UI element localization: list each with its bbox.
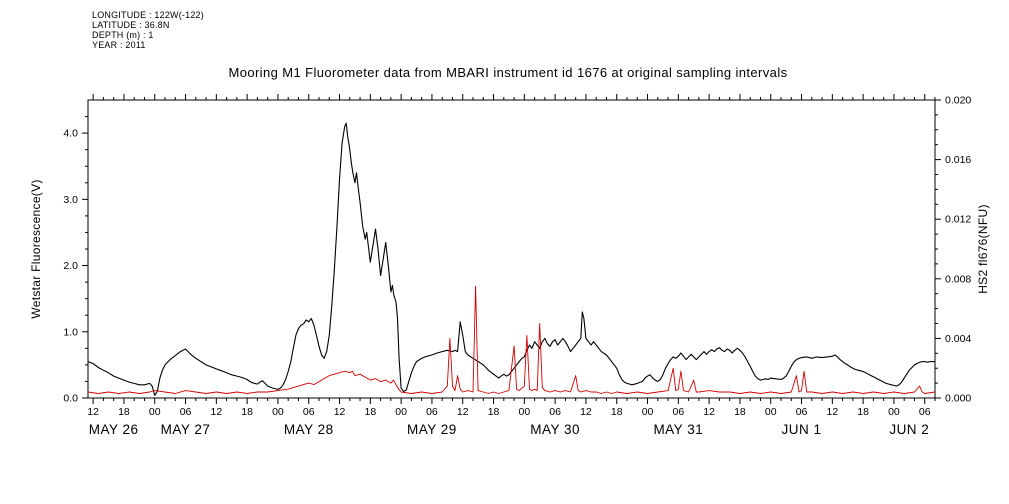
x-tick-label: 00 bbox=[149, 406, 161, 418]
x-date-label: MAY 30 bbox=[530, 422, 580, 437]
x-date-label: MAY 26 bbox=[89, 422, 139, 437]
x-date-label: JUN 2 bbox=[889, 422, 929, 437]
right-tick-label: 0.008 bbox=[945, 273, 971, 285]
x-tick-label: 06 bbox=[426, 406, 438, 418]
meta-latitude: LATITUDE : 36.8N bbox=[92, 20, 170, 30]
x-tick-label: 06 bbox=[303, 406, 315, 418]
x-tick-label: 00 bbox=[518, 406, 530, 418]
x-tick-label: 18 bbox=[118, 406, 130, 418]
x-tick-label: 12 bbox=[334, 406, 346, 418]
left-tick-label: 1.0 bbox=[63, 326, 78, 338]
x-tick-label: 12 bbox=[703, 406, 715, 418]
meta-depth: DEPTH (m) : 1 bbox=[92, 30, 154, 40]
x-tick-label: 12 bbox=[457, 406, 469, 418]
x-tick-label: 18 bbox=[857, 406, 869, 418]
x-date-label: MAY 28 bbox=[284, 422, 334, 437]
left-axis-title: Wetstar Fluorescence(V) bbox=[29, 179, 43, 318]
x-tick-label: 06 bbox=[919, 406, 931, 418]
x-tick-label: 00 bbox=[642, 406, 654, 418]
right-axis-title: HS2 fl676(NFU) bbox=[976, 204, 990, 294]
right-tick-label: 0.016 bbox=[945, 154, 971, 166]
x-tick-label: 00 bbox=[395, 406, 407, 418]
right-tick-label: 0.000 bbox=[945, 393, 971, 405]
plot-area: 12 18 00 06 12 18 00 06 12 18 00 06 12 18 00 06 12 18 00 06… bbox=[63, 94, 971, 437]
left-tick-label: 4.0 bbox=[63, 128, 78, 140]
x-tick-label: 00 bbox=[888, 406, 900, 418]
meta-year: YEAR : 2011 bbox=[92, 40, 146, 50]
left-tick-label: 3.0 bbox=[63, 194, 78, 206]
x-tick-label: 00 bbox=[272, 406, 284, 418]
x-tick-label: 00 bbox=[765, 406, 777, 418]
x-tick-label: 12 bbox=[87, 406, 99, 418]
x-tick-label: 12 bbox=[210, 406, 222, 418]
x-tick-label: 18 bbox=[241, 406, 253, 418]
right-tick-label: 0.020 bbox=[945, 95, 971, 107]
x-tick-label: 12 bbox=[826, 406, 838, 418]
plot-frame bbox=[87, 99, 936, 399]
right-tick-label: 0.012 bbox=[945, 214, 971, 226]
x-date-label: MAY 27 bbox=[161, 422, 211, 437]
meta-longitude: LONGITUDE : 122W(-122) bbox=[92, 10, 204, 20]
x-date-label: MAY 29 bbox=[407, 422, 457, 437]
x-tick-label: 06 bbox=[549, 406, 561, 418]
left-tick-label: 0.0 bbox=[63, 393, 78, 405]
x-tick-label: 12 bbox=[580, 406, 592, 418]
x-tick-label: 18 bbox=[734, 406, 746, 418]
right-tick-label: 0.004 bbox=[945, 333, 971, 345]
x-date-label: JUN 1 bbox=[782, 422, 822, 437]
x-tick-label: 18 bbox=[488, 406, 500, 418]
hs2-fl676-line bbox=[87, 285, 936, 394]
x-date-label: MAY 31 bbox=[653, 422, 703, 437]
x-tick-label: 06 bbox=[796, 406, 808, 418]
left-tick-label: 2.0 bbox=[63, 260, 78, 272]
wetstar-fluorescence-line bbox=[87, 122, 935, 396]
x-tick-label: 18 bbox=[364, 406, 376, 418]
x-tick-label: 18 bbox=[611, 406, 623, 418]
chart-title: Mooring M1 Fluorometer data from MBARI i… bbox=[228, 65, 787, 80]
x-tick-label: 06 bbox=[672, 406, 684, 418]
x-tick-label: 06 bbox=[180, 406, 192, 418]
